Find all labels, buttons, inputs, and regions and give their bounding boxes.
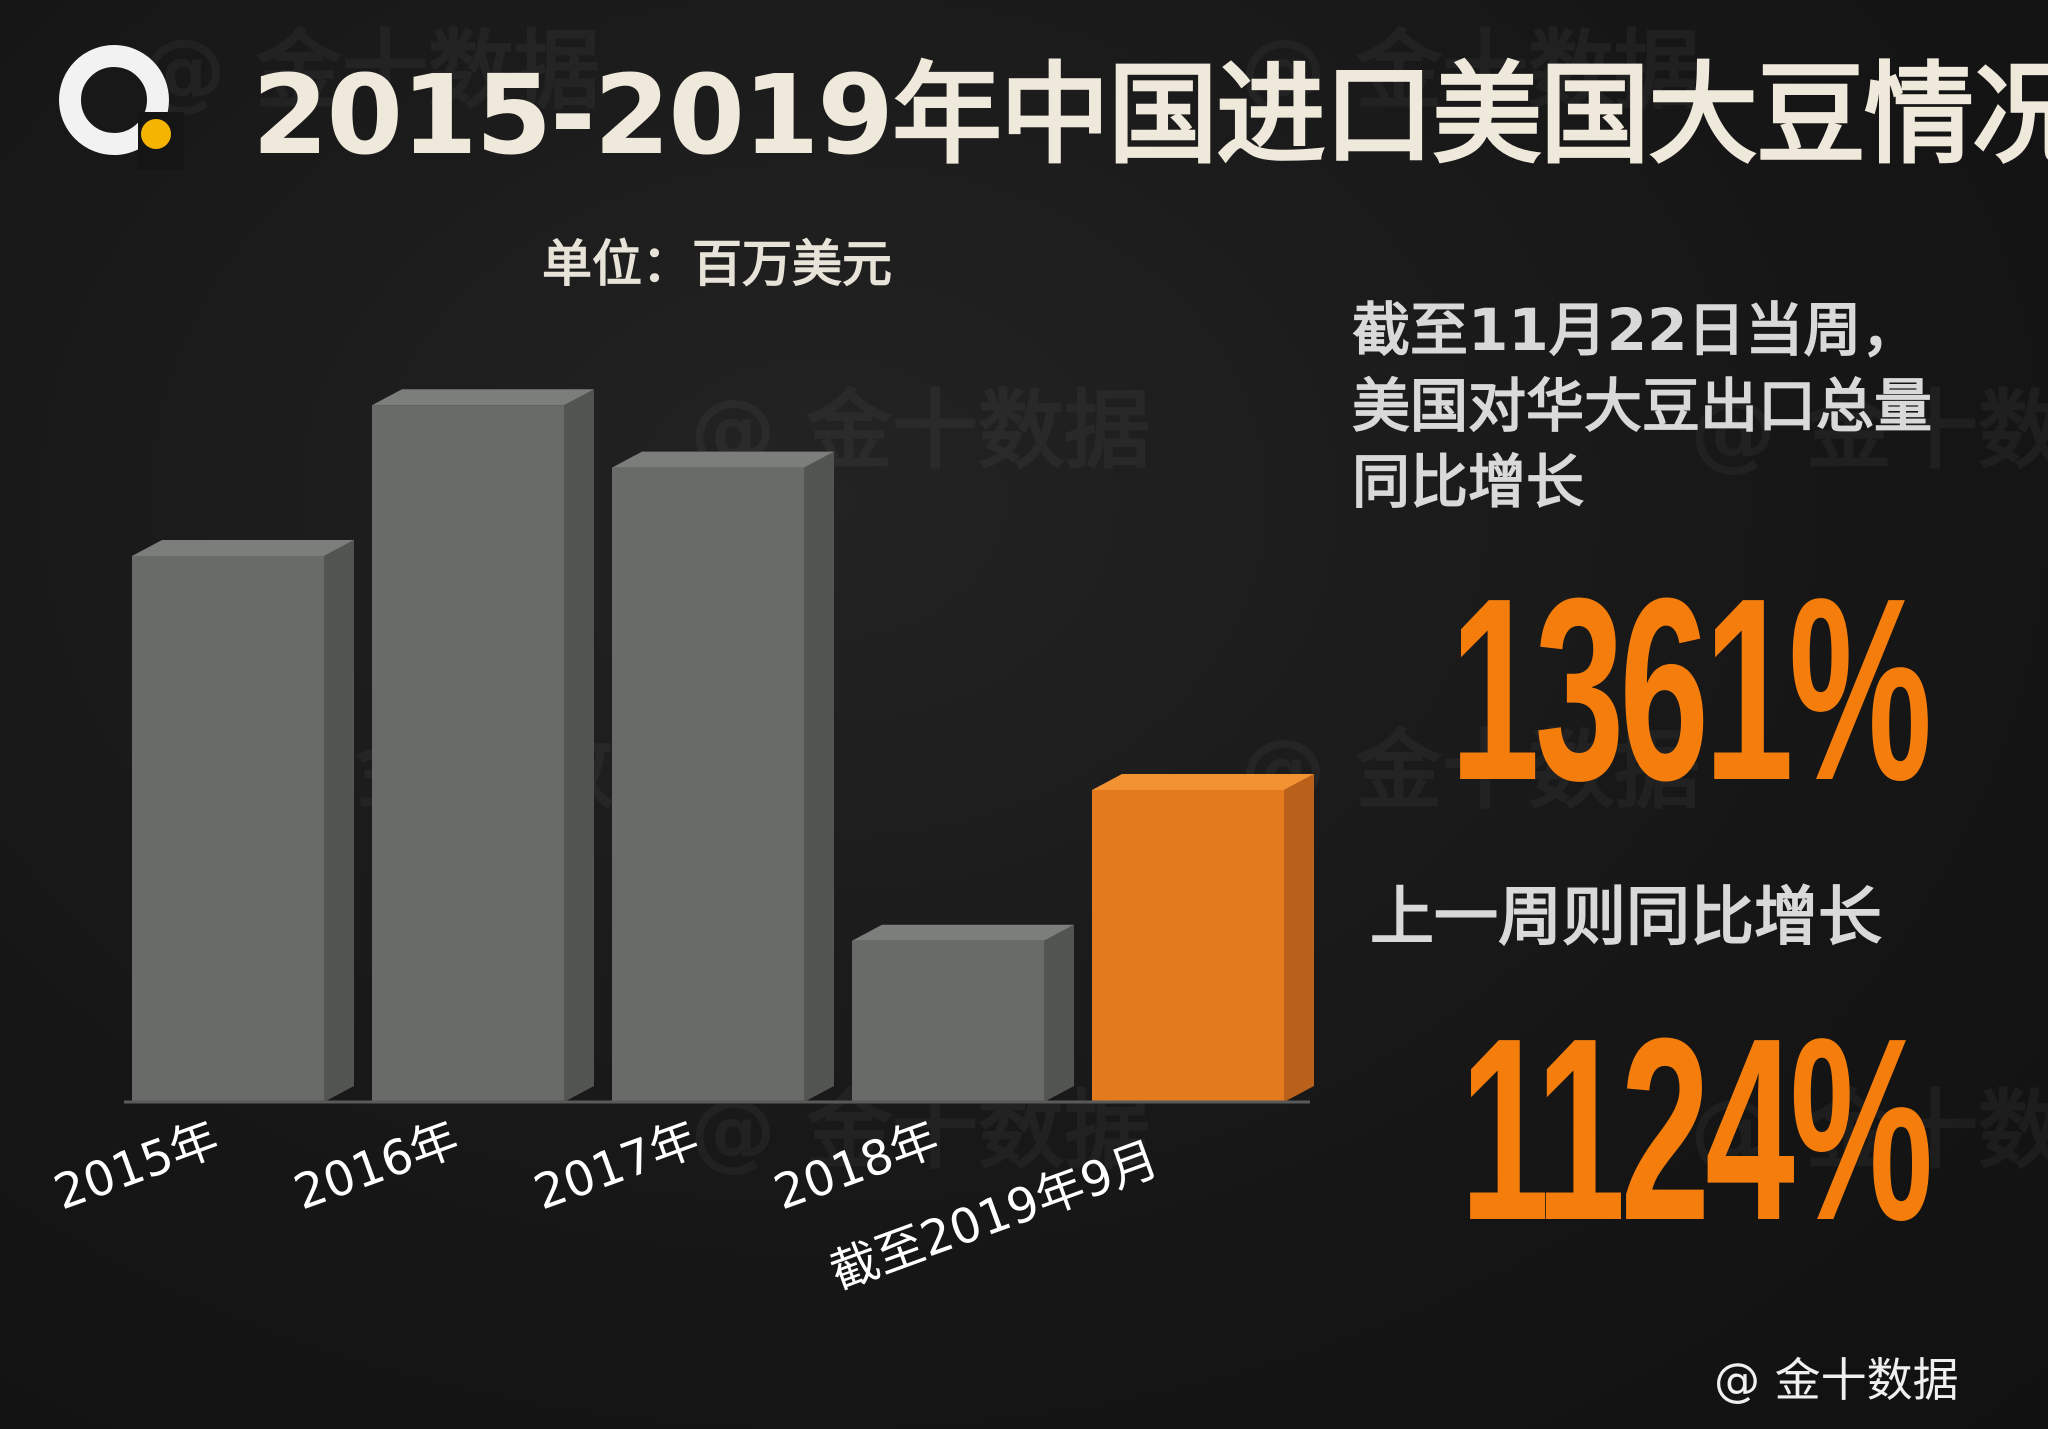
- bar-top: [132, 540, 354, 556]
- callout-line: 美国对华大豆出口总量: [1352, 372, 1933, 440]
- watermark: @ 金十数据: [1690, 360, 2048, 485]
- bar: [372, 405, 564, 1102]
- category-label: 2017年: [527, 1110, 706, 1221]
- watermark: @ 金十数据: [1240, 700, 1700, 825]
- growth-value-current: 1361%: [1450, 545, 1932, 835]
- bar: [132, 556, 324, 1102]
- source-label: @ 金十数据: [1714, 1353, 1959, 1407]
- growth-value-previous: 1124%: [1460, 985, 1933, 1275]
- callout-line: 截至11月22日当周，: [1352, 296, 1920, 364]
- watermark: @ 金十数据: [1240, 0, 1700, 125]
- bar-top: [852, 924, 1074, 941]
- unit-label: 单位：百万美元: [542, 235, 892, 293]
- category-label: 2018年: [767, 1110, 946, 1221]
- bar-top: [1092, 774, 1314, 790]
- callout-line: 同比增长: [1352, 448, 1585, 516]
- watermark: @ 金十数据: [140, 0, 600, 125]
- bar-side: [1284, 774, 1314, 1102]
- category-label: 2015年: [47, 1110, 226, 1221]
- logo-icon: [59, 45, 184, 170]
- watermark: @ 金十数据: [1690, 1060, 2048, 1185]
- bar-side: [1044, 924, 1074, 1102]
- bar: [612, 467, 804, 1103]
- category-label: 2016年: [287, 1110, 466, 1221]
- bar-top: [372, 389, 594, 406]
- bar-side: [804, 451, 834, 1103]
- bar: [852, 940, 1044, 1102]
- callout-note: 截至11月22日当周， 美国对华大豆出口总量 同比增长: [1352, 292, 2032, 520]
- previous-week-label: 上一周则同比增长: [1370, 881, 1882, 955]
- bar-side: [324, 540, 354, 1102]
- bar-side: [564, 389, 594, 1102]
- page-title: 2015-2019年中国进口美国大豆情况: [252, 51, 2048, 179]
- bar: [1092, 790, 1284, 1102]
- bar-top: [612, 451, 834, 468]
